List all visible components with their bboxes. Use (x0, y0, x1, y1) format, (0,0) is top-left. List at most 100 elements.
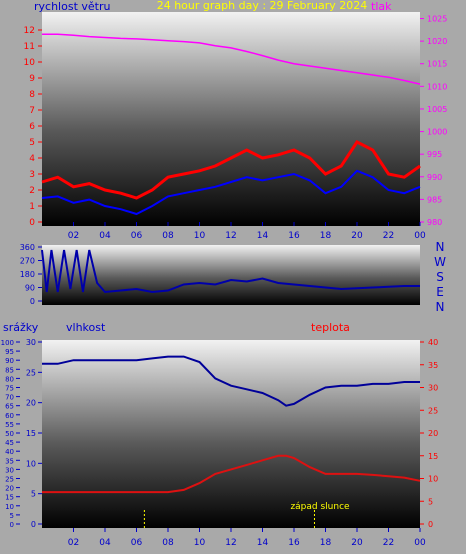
rain-tick-label: 15 (26, 429, 36, 438)
x-tick-label: 02 (68, 231, 79, 241)
y-tick-label: 9 (29, 74, 35, 84)
temperature-tick-label: 5 (428, 497, 433, 506)
humidity-tick-label: 40 (5, 448, 14, 456)
x-tick-label: 10 (194, 231, 206, 241)
humidity-series (42, 355, 421, 528)
x-tick-label: 04 (99, 231, 111, 241)
y-tick-label: 10 (24, 58, 36, 68)
humidity-tick-label: 60 (5, 412, 14, 420)
wind-line (41, 140, 421, 200)
temperature-tick-label: 40 (428, 338, 438, 347)
y2-tick-label: 995 (427, 150, 442, 159)
humidity-tick-label: 15 (5, 494, 14, 502)
pressure-line (42, 33, 421, 85)
temperature-tick-label: 25 (428, 406, 438, 415)
compass-label: W (434, 255, 446, 269)
humidity-tick-label: 45 (5, 439, 14, 447)
direction-line (41, 249, 420, 294)
humidity-label: vlhkost (66, 321, 106, 334)
temperature-tick-label: 20 (428, 429, 438, 438)
compass-label: N (436, 240, 445, 254)
x-tick-label: 00 (414, 538, 426, 548)
y-tick-label: 11 (24, 42, 35, 52)
humidity-tick-label: 100 (1, 339, 14, 347)
direction-tick-label: 0 (30, 297, 35, 306)
y-tick-label: 4 (29, 154, 35, 164)
compass-label: N (436, 300, 445, 314)
temperature-tick-label: 10 (428, 475, 438, 484)
direction-tick-label: 270 (20, 257, 35, 266)
y-tick-label: 3 (29, 170, 35, 180)
x-tick-label: 16 (288, 231, 300, 241)
x-tick-label: 14 (257, 538, 269, 548)
direction-y-axis: 0 90 180 270 360 (20, 243, 42, 306)
x-tick-label: 10 (194, 538, 206, 548)
rain-tick-label: 0 (31, 520, 36, 529)
y-tick-label: 1 (29, 202, 35, 212)
plot-area-direction (42, 245, 420, 305)
x-tick-label: 16 (288, 538, 300, 548)
humidity-tick-label: 30 (5, 466, 14, 474)
temperature-tick-label: 30 (428, 384, 438, 393)
x-tick-label: 18 (320, 231, 332, 241)
x-tick-label: 12 (225, 231, 236, 241)
humidity-tick-label: 50 (5, 430, 14, 438)
humidity-tick-label: 65 (5, 403, 14, 411)
rain-tick-label: 10 (26, 459, 36, 468)
y2-tick-label: 980 (427, 218, 442, 227)
panel-wind-pressure: 24 hour graph day : 29 February 2024 ryc… (24, 0, 448, 241)
temperature-label: teplota (311, 321, 350, 334)
compass-label: E (436, 285, 444, 299)
wind_gust-line (41, 169, 421, 216)
humidity-tick-label: 95 (5, 348, 14, 356)
humidity-line (42, 355, 420, 407)
rain-tick-label: 25 (26, 368, 36, 377)
x-tick-label: 20 (351, 231, 363, 241)
temperature-y-axis: 0 5 10 15 20 25 30 35 40 (420, 338, 438, 529)
direction-tick-label: 90 (25, 284, 35, 293)
y-tick-label: 0 (29, 218, 35, 228)
x-tick-label: 22 (383, 538, 394, 548)
humidity-tick-label: 80 (5, 375, 14, 383)
y2-tick-label: 990 (427, 173, 442, 182)
humidity-tick-label: 10 (5, 503, 14, 511)
chart-title: 24 hour graph day : 29 February 2024 (157, 0, 368, 12)
temperature-line (42, 454, 421, 494)
temperature-tick-label: 0 (428, 520, 433, 529)
wind-series (41, 33, 421, 216)
rain-tick-label: 20 (26, 399, 36, 408)
x-tick-label: 12 (225, 538, 236, 548)
humidity-tick-label: 5 (10, 512, 14, 520)
x-tick-label: 04 (99, 538, 111, 548)
humidity-x-axis: 02 04 06 08 10 12 14 16 18 20 22 00 (68, 528, 426, 548)
humidity-tick-label: 70 (5, 394, 14, 402)
rain-y-axis: 0 5 10 15 20 25 30 (26, 338, 42, 529)
plot-area-wind (42, 12, 420, 226)
y2-tick-label: 1000 (427, 128, 447, 137)
temperature-tick-label: 15 (428, 452, 438, 461)
x-tick-label: 08 (162, 231, 174, 241)
pressure-y-axis: 980 985 990 995 1000 1005 1010 1015 1020 1025 (420, 15, 447, 227)
humidity-tick-label: 20 (5, 485, 14, 493)
y2-tick-label: 985 (427, 195, 442, 204)
y2-tick-label: 1025 (427, 15, 447, 24)
humidity-tick-label: 35 (5, 457, 14, 465)
humidity-tick-label: 55 (5, 421, 14, 429)
x-tick-label: 14 (257, 231, 269, 241)
y-tick-label: 8 (29, 90, 35, 100)
y-tick-label: 12 (24, 26, 35, 36)
humidity-tick-label: 25 (5, 476, 14, 484)
rain-label: srážky (3, 321, 39, 334)
x-tick-label: 22 (383, 231, 394, 241)
temperature-tick-label: 35 (428, 361, 438, 370)
rain-tick-label: 5 (31, 490, 36, 499)
pressure-label: tlak (371, 0, 392, 13)
x-tick-label: 00 (414, 231, 426, 241)
direction-tick-label: 180 (20, 270, 35, 279)
x-tick-label: 20 (351, 538, 363, 548)
x-tick-label: 02 (68, 538, 79, 548)
y-tick-label: 2 (29, 186, 35, 196)
